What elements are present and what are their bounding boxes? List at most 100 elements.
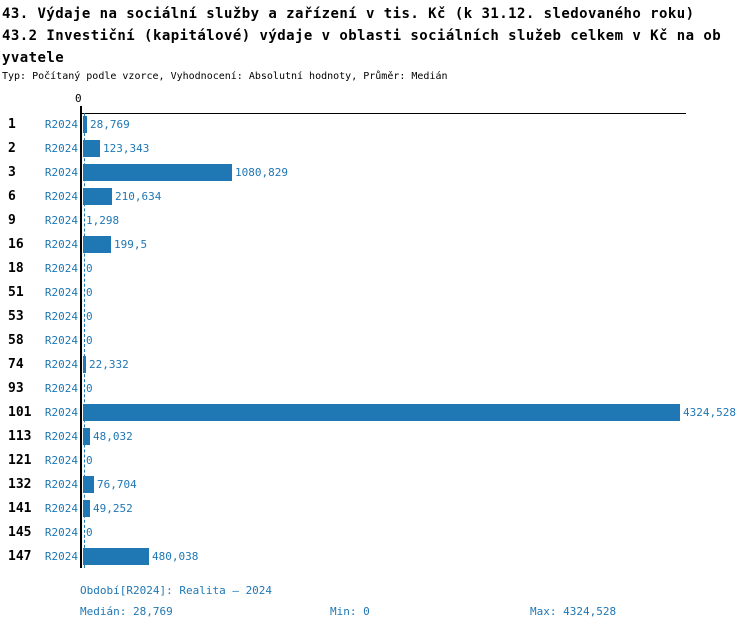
row-period-label: R2024 — [44, 333, 78, 347]
chart-row: 51 R2024 0 — [0, 280, 750, 304]
chart-row: 1 R2024 28,769 — [0, 112, 750, 136]
row-category-label: 74 — [8, 356, 24, 372]
row-value-label: 0 — [86, 333, 93, 347]
row-bar — [83, 355, 86, 373]
row-value-label: 210,634 — [115, 189, 162, 203]
row-category-label: 121 — [8, 452, 32, 468]
row-bar-area: 76,704 — [83, 472, 750, 496]
chart-title-line1: 43. Výdaje na sociální služby a zařízení… — [2, 6, 695, 22]
chart-row: 18 R2024 0 — [0, 256, 750, 280]
row-value-label: 48,032 — [93, 429, 133, 443]
row-category-label: 132 — [8, 476, 32, 492]
row-value-label: 0 — [86, 525, 93, 539]
chart-header: 43. Výdaje na sociální služby a zařízení… — [2, 3, 748, 84]
row-value-label: 4324,528 — [683, 405, 736, 419]
row-bar-area: 0 — [83, 520, 750, 544]
chart-row: 113 R2024 48,032 — [0, 424, 750, 448]
row-category-label: 9 — [8, 212, 16, 228]
row-category-label: 6 — [8, 188, 16, 204]
chart-row: 93 R2024 0 — [0, 376, 750, 400]
row-category-label: 93 — [8, 380, 24, 396]
row-period-label: R2024 — [44, 237, 78, 251]
row-bar-area: 22,332 — [83, 352, 750, 376]
row-bar-area: 28,769 — [83, 112, 750, 136]
chart-row: 6 R2024 210,634 — [0, 184, 750, 208]
row-period-label: R2024 — [44, 261, 78, 275]
row-bar-area: 0 — [83, 328, 750, 352]
row-value-label: 28,769 — [90, 117, 130, 131]
row-category-label: 58 — [8, 332, 24, 348]
chart-row: 3 R2024 1080,829 — [0, 160, 750, 184]
row-category-label: 113 — [8, 428, 32, 444]
row-value-label: 0 — [86, 285, 93, 299]
row-period-label: R2024 — [44, 357, 78, 371]
footer-max-label: Max: 4324,528 — [530, 605, 617, 618]
row-bar-area: 1080,829 — [83, 160, 750, 184]
row-value-label: 480,038 — [152, 549, 199, 563]
row-bar-area: 4324,528 — [83, 400, 750, 424]
row-period-label: R2024 — [44, 501, 78, 515]
row-value-label: 22,332 — [89, 357, 129, 371]
row-category-label: 53 — [8, 308, 24, 324]
chart-row: 2 R2024 123,343 — [0, 136, 750, 160]
row-category-label: 2 — [8, 140, 16, 156]
row-period-label: R2024 — [44, 453, 78, 467]
row-bar — [83, 115, 87, 133]
row-category-label: 18 — [8, 260, 24, 276]
bar-chart: 0 1 R2024 28,769 2 R2024 123,343 3 R2024… — [0, 92, 750, 576]
row-bar-area: 1,298 — [83, 208, 750, 232]
chart-row: 58 R2024 0 — [0, 328, 750, 352]
row-period-label: R2024 — [44, 117, 78, 131]
chart-title-line3: yvatele — [2, 50, 65, 66]
row-bar-area: 0 — [83, 304, 750, 328]
chart-row: 53 R2024 0 — [0, 304, 750, 328]
footer-median-label: Medián: 28,769 — [80, 605, 173, 618]
row-bar — [83, 187, 112, 205]
row-bar-area: 199,5 — [83, 232, 750, 256]
row-bar-area: 48,032 — [83, 424, 750, 448]
row-bar — [83, 163, 232, 181]
row-value-label: 1,298 — [86, 213, 120, 227]
row-period-label: R2024 — [44, 381, 78, 395]
chart-row: 9 R2024 1,298 — [0, 208, 750, 232]
row-category-label: 1 — [8, 116, 16, 132]
row-category-label: 16 — [8, 236, 24, 252]
chart-row: 145 R2024 0 — [0, 520, 750, 544]
row-value-label: 49,252 — [93, 501, 133, 515]
row-category-label: 101 — [8, 404, 32, 420]
footer-min-label: Min: 0 — [330, 605, 370, 618]
chart-row: 132 R2024 76,704 — [0, 472, 750, 496]
chart-row: 121 R2024 0 — [0, 448, 750, 472]
row-value-label: 0 — [86, 381, 93, 395]
footer-period-label: Období[R2024]: Realita – 2024 — [80, 584, 273, 597]
x-axis-line — [80, 113, 686, 114]
row-value-label: 76,704 — [97, 477, 137, 491]
row-bar — [83, 427, 90, 445]
row-bar-area: 0 — [83, 256, 750, 280]
row-bar — [83, 547, 149, 565]
row-bar — [83, 499, 90, 517]
row-value-label: 0 — [86, 453, 93, 467]
row-category-label: 147 — [8, 548, 32, 564]
row-period-label: R2024 — [44, 141, 78, 155]
row-value-label: 0 — [86, 309, 93, 323]
row-bar-area: 123,343 — [83, 136, 750, 160]
row-bar-area: 49,252 — [83, 496, 750, 520]
row-period-label: R2024 — [44, 549, 78, 563]
chart-type-note: Typ: Počítaný podle vzorce, Vyhodnocení:… — [2, 71, 448, 82]
row-period-label: R2024 — [44, 429, 78, 443]
x-axis-zero-tick-label: 0 — [75, 92, 82, 105]
row-value-label: 199,5 — [114, 237, 148, 251]
row-value-label: 0 — [86, 261, 93, 275]
row-value-label: 1080,829 — [235, 165, 288, 179]
row-bar — [83, 235, 111, 253]
row-period-label: R2024 — [44, 525, 78, 539]
row-period-label: R2024 — [44, 405, 78, 419]
row-bar-area: 0 — [83, 280, 750, 304]
row-period-label: R2024 — [44, 165, 78, 179]
chart-row: 74 R2024 22,332 — [0, 352, 750, 376]
row-category-label: 145 — [8, 524, 32, 540]
row-period-label: R2024 — [44, 309, 78, 323]
chart-row: 141 R2024 49,252 — [0, 496, 750, 520]
chart-rows: 1 R2024 28,769 2 R2024 123,343 3 R2024 1… — [0, 112, 750, 568]
